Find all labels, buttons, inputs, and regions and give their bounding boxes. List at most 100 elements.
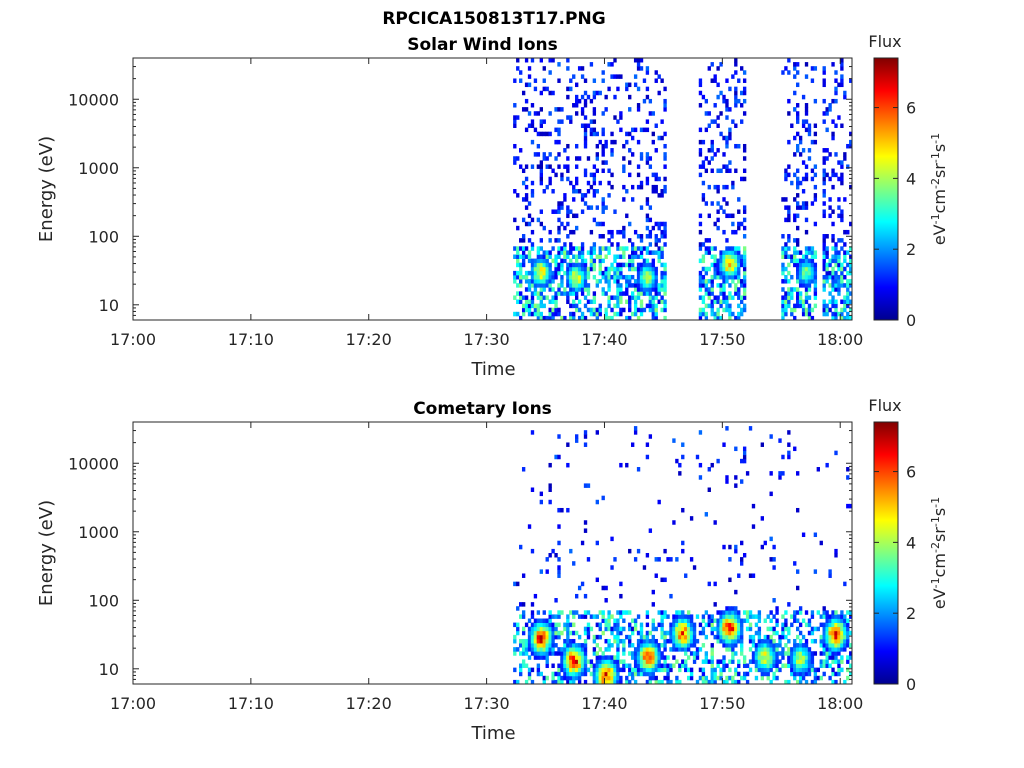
heatmap-cell bbox=[801, 307, 806, 313]
heatmap-cell bbox=[563, 315, 567, 321]
heatmap-cell bbox=[586, 283, 591, 288]
heatmap-cell bbox=[601, 274, 605, 280]
heatmap-cell bbox=[642, 663, 647, 669]
heatmap-cell bbox=[813, 283, 818, 288]
heatmap-cell bbox=[742, 618, 747, 623]
heatmap-cell bbox=[731, 606, 735, 611]
heatmap-cell bbox=[675, 622, 679, 628]
heatmap-cell bbox=[825, 250, 829, 255]
heatmap-cell bbox=[704, 287, 709, 292]
heatmap-cell bbox=[586, 634, 591, 640]
heatmap-cell bbox=[539, 123, 543, 128]
heatmap-cell bbox=[545, 86, 549, 92]
heatmap-cell bbox=[648, 663, 653, 669]
heatmap-cell bbox=[601, 614, 605, 619]
heatmap-cell bbox=[840, 626, 844, 632]
heatmap-cell bbox=[722, 197, 726, 202]
heatmap-cell bbox=[660, 229, 664, 235]
heatmap-cell bbox=[716, 115, 720, 120]
heatmap-cell bbox=[742, 279, 747, 284]
heatmap-cell bbox=[822, 160, 826, 165]
heatmap-cell bbox=[536, 311, 541, 317]
heatmap-cell bbox=[595, 189, 599, 194]
heatmap-cell bbox=[542, 630, 546, 636]
heatmap-cell bbox=[604, 618, 608, 623]
heatmap-cell bbox=[619, 299, 623, 305]
heatmap-cell bbox=[524, 299, 529, 305]
heatmap-cell bbox=[813, 172, 818, 178]
heatmap-cell bbox=[725, 479, 729, 484]
heatmap-cell bbox=[639, 287, 644, 292]
heatmap-cell bbox=[796, 250, 800, 255]
heatmap-cell bbox=[616, 679, 620, 685]
heatmap-cell bbox=[521, 303, 526, 309]
heatmap-cell bbox=[572, 663, 576, 669]
heatmap-cell bbox=[713, 671, 717, 677]
heatmap-cell bbox=[639, 659, 644, 664]
heatmap-cell bbox=[657, 221, 661, 227]
heatmap-cell bbox=[734, 287, 738, 292]
heatmap-cell bbox=[545, 279, 549, 284]
heatmap-cell bbox=[834, 258, 838, 264]
heatmap-cell bbox=[843, 94, 847, 100]
heatmap-cell bbox=[625, 86, 629, 92]
heatmap-cell bbox=[831, 234, 835, 239]
heatmap-cell bbox=[810, 651, 815, 656]
heatmap-cell bbox=[566, 291, 570, 296]
heatmap-cell bbox=[654, 295, 658, 300]
heatmap-cell bbox=[796, 262, 800, 268]
heatmap-cell bbox=[616, 610, 620, 615]
heatmap-cell bbox=[625, 299, 629, 305]
heatmap-cell bbox=[572, 197, 576, 202]
heatmap-cell bbox=[636, 139, 641, 145]
heatmap-cell bbox=[663, 86, 667, 92]
heatmap-cell bbox=[592, 189, 597, 194]
heatmap-cell bbox=[707, 184, 711, 190]
x-tick-label: 17:50 bbox=[699, 330, 745, 349]
heatmap-cell bbox=[751, 638, 756, 644]
heatmap-cell bbox=[719, 250, 723, 255]
heatmap-cell bbox=[672, 655, 676, 660]
heatmap-cell bbox=[657, 90, 661, 96]
heatmap-cell bbox=[725, 258, 729, 264]
heatmap-cell bbox=[793, 254, 797, 259]
heatmap-cell bbox=[610, 295, 614, 300]
heatmap-cell bbox=[636, 315, 641, 321]
heatmap-cell bbox=[787, 454, 791, 460]
heatmap-cell bbox=[628, 307, 632, 313]
heatmap-cell bbox=[539, 283, 543, 288]
heatmap-cell bbox=[719, 291, 723, 296]
heatmap-cell bbox=[539, 647, 543, 652]
heatmap-cell bbox=[533, 270, 538, 276]
heatmap-cell bbox=[616, 262, 620, 268]
heatmap-cell bbox=[769, 557, 773, 562]
heatmap-cell bbox=[787, 647, 791, 652]
heatmap-cell bbox=[654, 675, 658, 681]
heatmap-cell bbox=[566, 213, 570, 219]
heatmap-cell bbox=[516, 66, 520, 71]
heatmap-cell bbox=[831, 184, 835, 190]
heatmap-cell bbox=[701, 279, 706, 284]
heatmap-cell bbox=[766, 643, 770, 648]
heatmap-cell bbox=[524, 164, 529, 169]
heatmap-cell bbox=[580, 647, 585, 652]
heatmap-cell bbox=[648, 659, 653, 664]
heatmap-cell bbox=[560, 205, 564, 210]
heatmap-cell bbox=[583, 258, 588, 264]
heatmap-cell bbox=[713, 315, 717, 321]
heatmap-cell bbox=[801, 270, 806, 276]
heatmap-cell bbox=[804, 671, 809, 677]
heatmap-cell bbox=[737, 663, 741, 669]
heatmap-cell bbox=[813, 667, 818, 673]
heatmap-cell bbox=[642, 246, 647, 251]
heatmap-cell bbox=[639, 279, 644, 284]
heatmap-cell bbox=[554, 679, 558, 685]
heatmap-cell bbox=[592, 217, 597, 223]
heatmap-cell bbox=[613, 671, 617, 677]
heatmap-cell bbox=[648, 291, 653, 296]
heatmap-cell bbox=[781, 651, 785, 656]
heatmap-cell bbox=[748, 573, 753, 578]
heatmap-cell bbox=[713, 634, 717, 640]
heatmap-cell bbox=[604, 663, 608, 669]
heatmap-cell bbox=[566, 262, 570, 268]
